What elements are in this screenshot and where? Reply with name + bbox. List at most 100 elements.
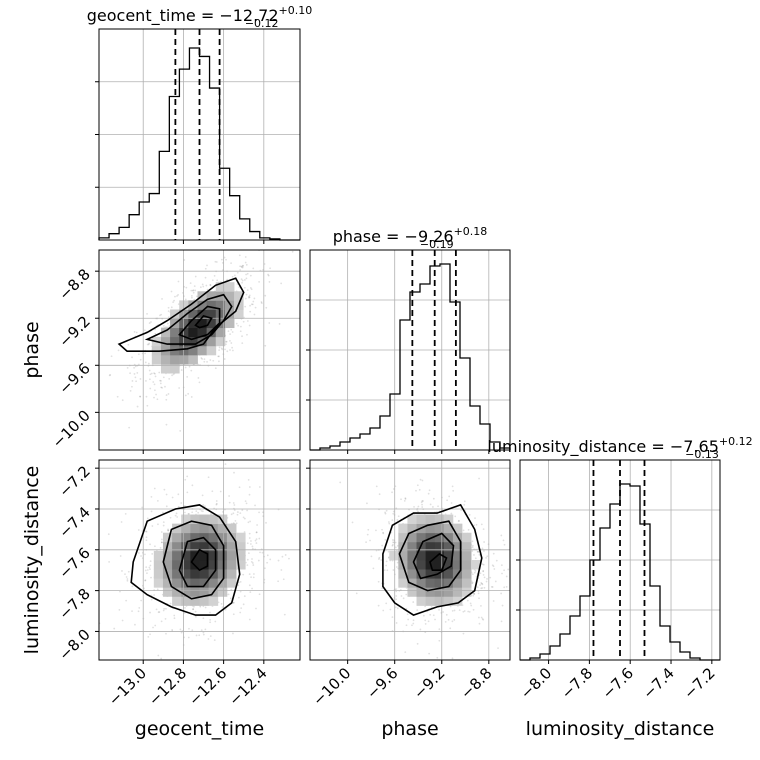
xtick-label-geocent-time-0: −13.0 <box>105 664 150 709</box>
sample-point <box>227 330 230 333</box>
density-cell <box>153 550 164 561</box>
sample-point <box>173 614 176 617</box>
yaxis-label-luminosity-distance: luminosity_distance <box>21 466 43 655</box>
sample-point <box>475 523 478 526</box>
sample-point <box>449 605 452 608</box>
sample-point <box>462 610 465 613</box>
density-cell <box>434 550 445 561</box>
sample-point <box>240 278 243 281</box>
sample-point <box>240 607 243 609</box>
sample-point <box>391 616 394 618</box>
sample-point <box>225 340 227 343</box>
sample-point <box>482 570 485 573</box>
sample-point <box>220 258 223 261</box>
density-cell <box>236 541 246 552</box>
xtick-label-geocent-time-1: −12.8 <box>145 664 190 709</box>
sample-point <box>453 609 456 612</box>
sample-point <box>231 275 234 278</box>
title-plus-geocent-time: +0.10 <box>279 4 313 17</box>
density-cell <box>197 327 208 338</box>
sample-point <box>418 488 421 491</box>
sample-point <box>170 306 173 309</box>
sample-point <box>183 259 186 261</box>
sample-point <box>202 631 205 634</box>
sample-point <box>197 511 200 514</box>
sample-point <box>473 571 476 574</box>
sample-point <box>248 324 251 327</box>
sample-point <box>478 477 480 480</box>
sample-point <box>164 326 167 329</box>
sample-point <box>174 514 177 517</box>
density-cell <box>434 514 445 525</box>
sample-point <box>226 350 229 353</box>
sample-point <box>223 256 226 259</box>
density-cell <box>434 532 445 543</box>
sample-point <box>236 511 239 513</box>
frame-hist-geocent-time <box>98 28 301 241</box>
sample-point <box>263 567 266 570</box>
density-cell <box>199 587 210 597</box>
sample-point <box>355 592 358 595</box>
density-cell <box>416 532 427 543</box>
sample-point <box>387 550 390 553</box>
sample-point <box>145 530 147 533</box>
sample-point <box>252 564 255 566</box>
sample-point <box>209 359 212 361</box>
sample-point <box>201 494 204 497</box>
sample-point <box>240 265 243 268</box>
sample-point <box>457 520 460 523</box>
sample-point <box>377 604 380 607</box>
sample-point <box>231 331 234 333</box>
sample-point <box>160 386 163 389</box>
sample-point <box>458 609 461 611</box>
sample-point <box>500 620 503 623</box>
sample-point <box>186 491 189 494</box>
sample-point <box>184 366 187 369</box>
sample-point <box>159 314 161 317</box>
sample-point <box>476 586 479 589</box>
sample-point <box>383 569 386 572</box>
density-cell <box>236 550 246 561</box>
sample-point <box>192 608 194 611</box>
sample-point <box>232 613 235 616</box>
density-cell <box>416 587 427 597</box>
density-cell <box>434 560 445 570</box>
density-cell <box>188 300 198 310</box>
density-cell <box>188 336 198 347</box>
sample-point <box>164 385 166 388</box>
sample-point <box>268 281 271 283</box>
density-cell <box>188 309 198 319</box>
density-cell <box>226 523 237 534</box>
sample-point <box>200 629 203 631</box>
sample-point <box>157 611 160 614</box>
sample-point <box>485 556 487 559</box>
sample-point <box>420 501 423 504</box>
density-cell <box>226 560 237 570</box>
density-cell <box>461 541 472 552</box>
sample-point <box>451 657 454 660</box>
density-cell <box>206 291 217 301</box>
sample-point <box>472 592 475 595</box>
density-cell <box>160 327 171 338</box>
density-cell <box>190 541 200 552</box>
sample-point <box>482 528 485 531</box>
sample-point <box>131 585 134 588</box>
sample-point <box>250 560 253 563</box>
sample-point <box>237 596 240 599</box>
sample-point <box>283 613 286 616</box>
sample-point <box>392 488 395 490</box>
sample-point <box>269 558 272 561</box>
density-cell <box>452 560 463 570</box>
sample-point <box>251 547 254 550</box>
sample-point <box>258 280 261 283</box>
sample-point <box>204 628 207 631</box>
title-luminosity-distance: luminosity_distance = −7.65+0.12 −0.13 <box>487 435 752 461</box>
sample-point <box>218 360 220 363</box>
contour-geocent-time-vs-phase-2 <box>178 305 221 341</box>
sample-point <box>200 510 203 512</box>
sample-point <box>477 616 480 619</box>
sample-point <box>242 320 245 323</box>
sample-point <box>119 555 122 557</box>
sample-point <box>249 310 252 313</box>
